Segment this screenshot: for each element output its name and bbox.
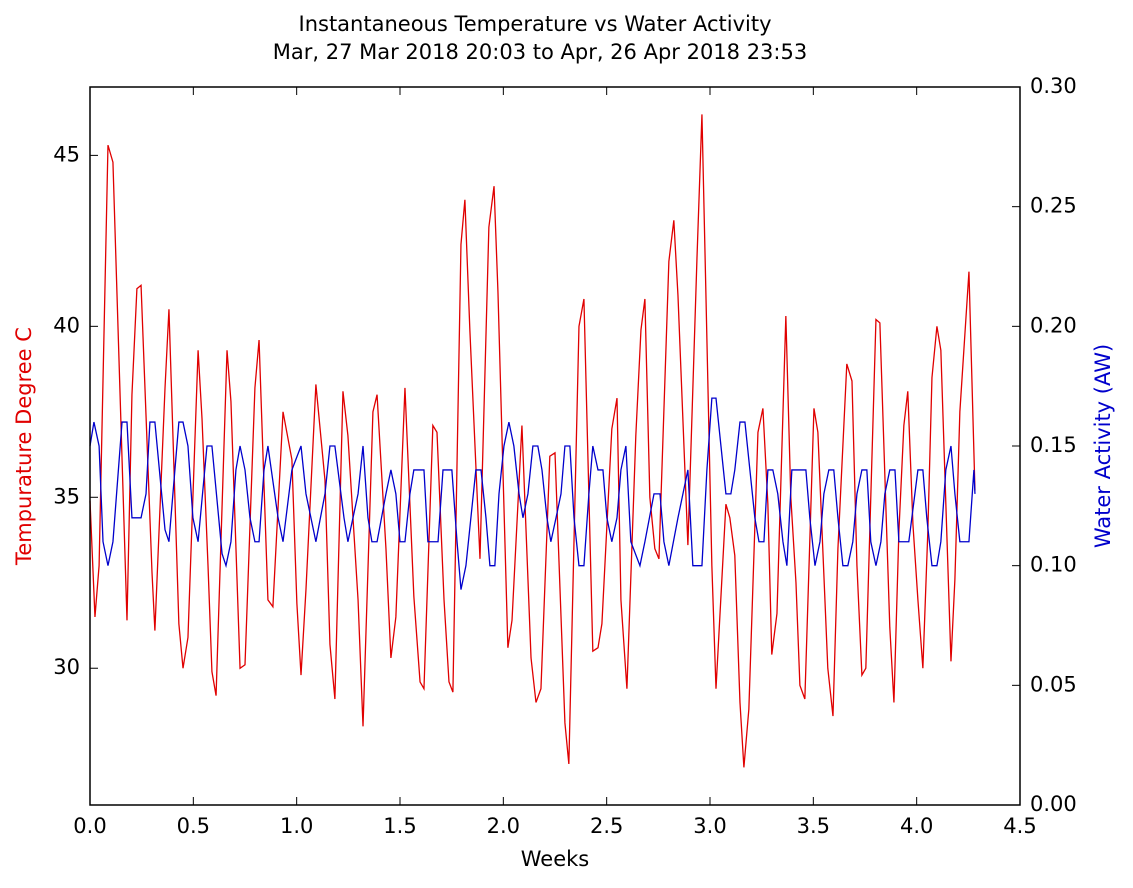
- x-tick-label: 1.5: [383, 814, 416, 838]
- y-tick-label: 40: [53, 313, 80, 337]
- plot-frame: [89, 86, 1021, 806]
- series-line: [89, 397, 976, 590]
- chart-subtitle: Mar, 27 Mar 2018 20:03 to Apr, 26 Apr 20…: [273, 40, 807, 64]
- y-tick-label: 35: [53, 484, 80, 508]
- y2-tick-label: 0.20: [1030, 313, 1077, 337]
- x-tick-label: 3.0: [693, 814, 726, 838]
- y2-tick-label: 0.25: [1030, 194, 1077, 218]
- x-tick-label: 3.5: [797, 814, 830, 838]
- y2-tick-label: 0.10: [1030, 553, 1077, 577]
- x-tick-label: 0.5: [177, 814, 210, 838]
- chart-title: Instantaneous Temperature vs Water Activ…: [299, 12, 772, 36]
- x-tick-label: 4.5: [1003, 814, 1036, 838]
- y2-tick-label: 0.30: [1030, 74, 1077, 98]
- y2-tick-label: 0.05: [1030, 672, 1077, 696]
- y-tick-label: 30: [53, 655, 80, 679]
- y-axis-label: Tempurature Degree C: [12, 327, 36, 566]
- y2-axis-label: Water Activity (AW): [1091, 344, 1115, 548]
- x-tick-label: 4.0: [900, 814, 933, 838]
- series-line: [89, 114, 976, 768]
- x-tick-label: 1.0: [280, 814, 313, 838]
- y2-tick-label: 0.00: [1030, 792, 1077, 816]
- x-tick-label: 2.0: [487, 814, 520, 838]
- x-axis-label: Weeks: [521, 847, 589, 871]
- y2-tick-label: 0.15: [1030, 433, 1077, 457]
- x-tick-label: 2.5: [590, 814, 623, 838]
- y-tick-label: 45: [53, 142, 80, 166]
- x-tick-label: 0.0: [73, 814, 106, 838]
